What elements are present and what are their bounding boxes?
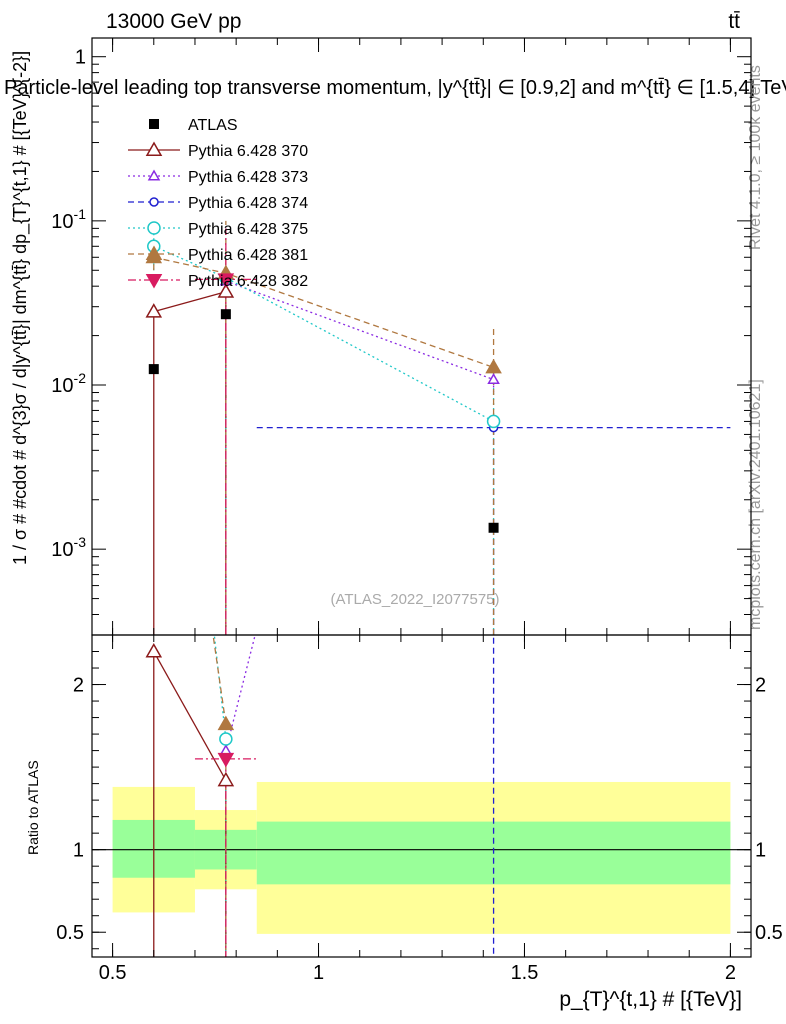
series-3-ratio-point bbox=[219, 732, 233, 746]
y-tick-label: 10-1 bbox=[51, 206, 86, 233]
atlas-data-point bbox=[148, 364, 159, 375]
ratio-tick-label-right: 0.5 bbox=[755, 922, 783, 944]
series-0-point bbox=[217, 283, 235, 298]
legend-marker bbox=[145, 141, 163, 156]
series-3-line bbox=[153, 245, 494, 423]
legend-marker bbox=[147, 169, 161, 181]
x-axis-label: p_{T}^{t,1} # [{TeV}] bbox=[559, 988, 742, 1011]
series-5-point bbox=[217, 273, 235, 288]
ratio-tick-label-left: 2 bbox=[73, 675, 84, 697]
legend-marker bbox=[149, 119, 159, 129]
y-tick-label: 10-3 bbox=[51, 534, 86, 561]
legend-marker bbox=[147, 221, 161, 235]
series-5-ratio-point bbox=[217, 752, 235, 768]
series-4-ratio-line bbox=[212, 635, 227, 725]
process-label: tt̄ bbox=[728, 10, 740, 33]
legend-marker bbox=[145, 274, 163, 289]
series-4-point bbox=[485, 358, 502, 374]
series-0-line bbox=[153, 291, 227, 313]
legend-entry-label: Pythia 6.428 382 bbox=[188, 273, 308, 290]
ratio-tick-label-left: 0.5 bbox=[56, 922, 84, 944]
ratio-y-axis-label: Ratio to ATLAS bbox=[25, 760, 41, 855]
legend-entry-label: Pythia 6.428 374 bbox=[188, 195, 308, 212]
y-tick-label: 1 bbox=[75, 47, 86, 69]
series-0-ratio-point bbox=[145, 643, 163, 658]
series-1-line bbox=[225, 280, 494, 381]
axes: 0.5 1 1.5 2 1 10-1 10-2 10-3 0.5 0.5 1 1 2 2 bbox=[51, 37, 783, 984]
ratio-uncertainty-bands bbox=[92, 781, 751, 934]
energy-label: 13000 GeV pp bbox=[106, 10, 241, 33]
ratio-frame bbox=[91, 634, 752, 958]
ratio-tick-label-right: 1 bbox=[755, 840, 766, 862]
x-tick-label: 1.5 bbox=[511, 962, 539, 984]
atlas-data-point bbox=[220, 309, 231, 320]
ratio-tick-label-right: 2 bbox=[755, 675, 766, 697]
x-tick-label: 1 bbox=[313, 962, 324, 984]
x-tick-label: 2 bbox=[725, 962, 736, 984]
series-0-point bbox=[145, 303, 163, 318]
legend: ATLAS Pythia 6.428 370 Pythia 6.428 373 Pyt… bbox=[128, 117, 308, 290]
legend-entry-label: Pythia 6.428 373 bbox=[188, 169, 308, 186]
plot-title: Particle-level leading top transverse mo… bbox=[4, 77, 786, 99]
ratio-tick-label-left: 1 bbox=[73, 840, 84, 862]
legend-marker bbox=[149, 197, 159, 207]
series-4-ratio-point bbox=[217, 715, 235, 731]
legend-marker bbox=[145, 245, 163, 260]
series-3-ratio-line bbox=[213, 635, 227, 740]
y-axis-label: 1 / σ # #cdot # d^{3}σ / d|y^{tt̄}| dm^{… bbox=[10, 51, 31, 565]
series-0-ratio-point bbox=[217, 771, 235, 787]
legend-entry-label: ATLAS bbox=[188, 117, 238, 134]
analysis-id: (ATLAS_2022_I2077575) bbox=[330, 591, 499, 608]
watermark-site: mcplots.cern.ch [arXiv:2401.10621] bbox=[747, 379, 764, 630]
x-tick-label: 0.5 bbox=[99, 962, 127, 984]
legend-entry-label: Pythia 6.428 375 bbox=[188, 221, 308, 238]
y-tick-label: 10-2 bbox=[51, 370, 86, 397]
main-series-marks bbox=[145, 239, 502, 533]
series-3-point bbox=[486, 414, 501, 429]
series-1-point bbox=[487, 373, 500, 385]
ratio-series-marks bbox=[145, 643, 235, 787]
legend-entry-label: Pythia 6.428 381 bbox=[188, 247, 308, 264]
atlas-data-point bbox=[488, 522, 499, 533]
legend-entry-label: Pythia 6.428 370 bbox=[188, 143, 308, 160]
series-0-ratio-line bbox=[153, 651, 227, 781]
